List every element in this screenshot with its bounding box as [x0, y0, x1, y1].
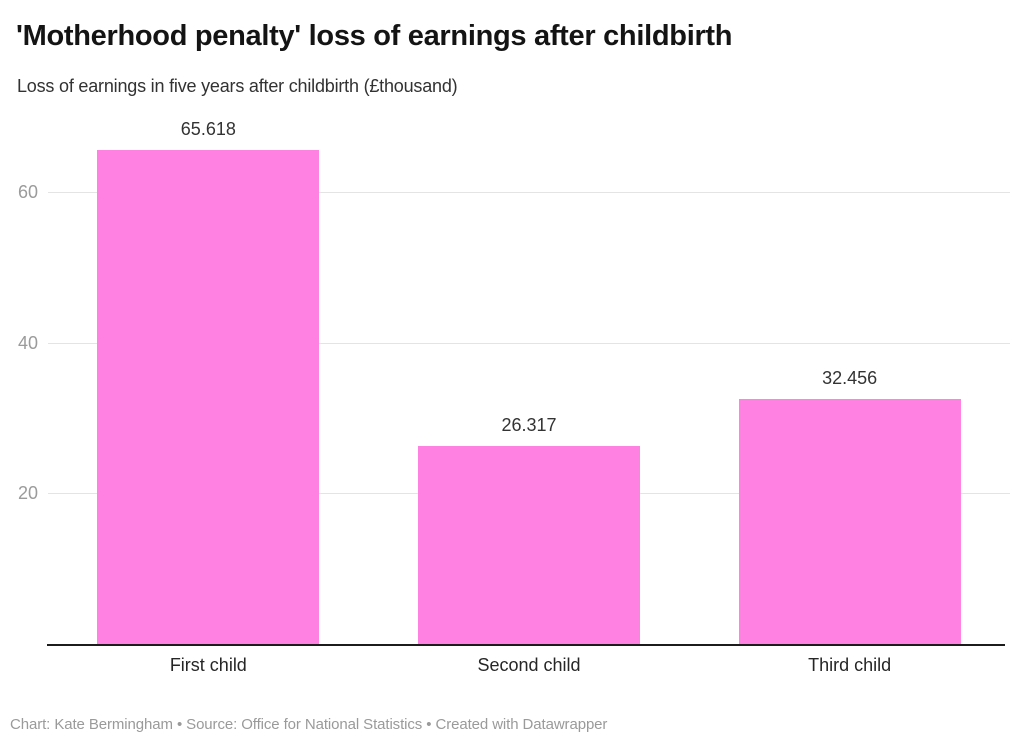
x-axis-line: [47, 644, 1005, 646]
chart-footer-credit: Chart: Kate Bermingham • Source: Office …: [10, 716, 608, 733]
gridline-40: [48, 342, 1010, 344]
chart-title: 'Motherhood penalty' loss of earnings af…: [16, 20, 733, 52]
bar-3: [738, 399, 961, 644]
y-axis-label-60: 60: [17, 182, 38, 202]
x-axis-label-1: First child: [169, 655, 247, 675]
bar-value-label-3: 32.456: [822, 368, 878, 389]
x-axis-label-2: Second child: [477, 655, 581, 675]
chart-subtitle: Loss of earnings in five years after chi…: [17, 76, 458, 96]
bar-1: [97, 149, 320, 644]
bar-value-label-1: 65.618: [180, 118, 236, 139]
x-axis-label-3: Third child: [808, 655, 892, 675]
y-axis-label-40: 40: [17, 332, 38, 353]
bar-value-label-2: 26.317: [501, 414, 557, 435]
y-axis-label-20: 20: [17, 483, 38, 504]
bar-2: [418, 445, 640, 644]
gridline-60: [48, 192, 1010, 193]
